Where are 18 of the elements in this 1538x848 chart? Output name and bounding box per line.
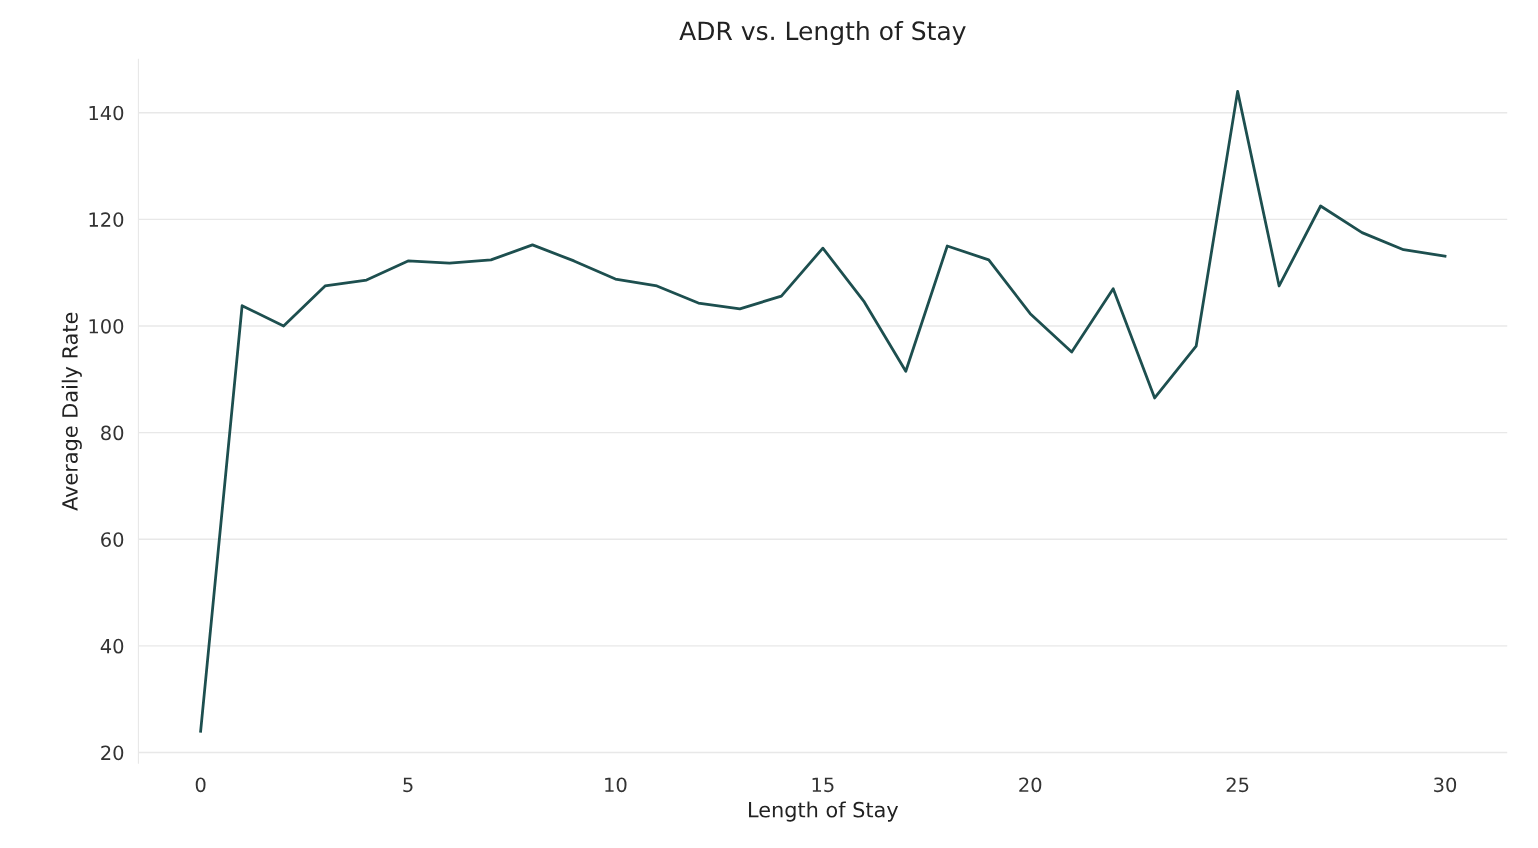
chart-title: ADR vs. Length of Stay bbox=[679, 20, 966, 46]
y-tick-label: 100 bbox=[89, 318, 124, 334]
x-tick-label: 20 bbox=[1019, 777, 1042, 793]
y-tick-label: 120 bbox=[89, 212, 124, 227]
y-tick-label: 80 bbox=[101, 425, 124, 441]
x-tick-label: 30 bbox=[1434, 777, 1457, 793]
y-tick-label: 60 bbox=[101, 532, 124, 547]
x-axis-title: Length of Stay bbox=[749, 801, 899, 822]
y-tick-label: 20 bbox=[101, 745, 124, 761]
x-tick-label: 10 bbox=[605, 777, 627, 793]
y-tick-label: 140 bbox=[89, 105, 124, 121]
line-series bbox=[199, 89, 1447, 733]
x-tick-label: 5 bbox=[403, 777, 413, 793]
x-tick-label: 25 bbox=[1226, 777, 1249, 793]
x-tick-label: 0 bbox=[195, 777, 206, 793]
x-tick-label: 15 bbox=[812, 777, 834, 793]
y-axis-title: Average Daily Rate bbox=[61, 312, 82, 511]
y-tick-label: 40 bbox=[100, 638, 124, 654]
